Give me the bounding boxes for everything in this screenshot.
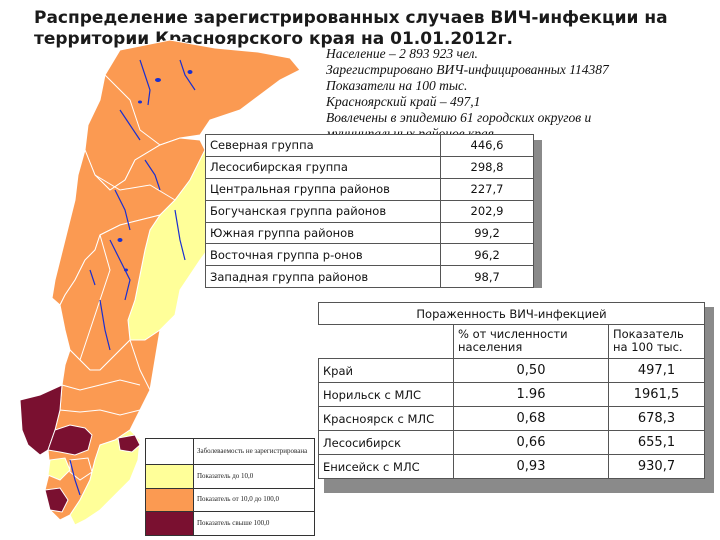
info-line-involved: Вовлечены в эпидемию 61 городских округо… <box>326 110 592 125</box>
city-rate: 655,1 <box>608 430 705 455</box>
cities-table-title: Пораженность ВИЧ-инфекцией <box>318 302 705 325</box>
table-row: Лесосибирская группа 298,8 <box>205 155 534 179</box>
table-row: Южная группа районов 99,2 <box>205 221 534 245</box>
legend-label: Заболеваемость не зарегистрирована <box>197 447 308 455</box>
table-subheader-row: % от численности населения Показатель на… <box>318 324 705 359</box>
city-name: Красноярск с МЛС <box>318 406 454 431</box>
table-row: Край 0,50 497,1 <box>318 358 705 383</box>
city-pct: 0,50 <box>453 358 609 383</box>
group-name: Восточная группа р-онов <box>205 243 441 267</box>
group-value: 298,8 <box>440 155 534 179</box>
legend-item: Показатель свыше 100,0 <box>146 511 314 535</box>
table-row: Красноярск с МЛС 0,68 678,3 <box>318 406 705 431</box>
city-name: Енисейск с МЛС <box>318 454 454 479</box>
info-line-region-rate: Красноярский край – 497,1 <box>326 94 481 109</box>
group-name: Центральная группа районов <box>205 177 441 201</box>
city-rate: 497,1 <box>608 358 705 383</box>
table-row: Западная группа районов 98,7 <box>205 265 534 289</box>
info-line-population: Население – 2 893 923 чел. <box>326 46 478 61</box>
info-block: Население – 2 893 923 чел. Зарегистриров… <box>326 46 718 142</box>
legend-label: Показатель свыше 100,0 <box>197 518 270 527</box>
groups-table: Северная группа 446,6 Лесосибирская групп… <box>205 134 534 289</box>
group-name: Лесосибирская группа <box>205 155 441 179</box>
map-region-south-yellow <box>69 429 141 526</box>
info-line-rates: Показатели на 100 тыс. <box>326 78 468 93</box>
legend-item: Показатель от 10,0 до 100,0 <box>146 487 314 511</box>
table-row: Северная группа 446,6 <box>205 134 534 157</box>
city-pct: 1.96 <box>453 382 609 407</box>
city-pct: 0,93 <box>453 454 609 479</box>
legend-swatch-orange <box>146 488 194 511</box>
legend-item: Заболеваемость не зарегистрирована <box>146 439 314 464</box>
group-value: 98,7 <box>440 265 534 289</box>
city-name: Лесосибирск <box>318 430 454 455</box>
legend-item: Показатель до 10,0 <box>146 464 314 488</box>
city-rate: 1961,5 <box>608 382 705 407</box>
legend-label: Показатель от 10,0 до 100,0 <box>197 495 280 504</box>
map-legend: Заболеваемость не зарегистрирована Показ… <box>145 438 315 536</box>
group-name: Северная группа <box>205 134 441 157</box>
group-value: 446,6 <box>440 134 534 157</box>
legend-swatch-dark <box>146 512 194 535</box>
group-value: 96,2 <box>440 243 534 267</box>
col-rate-header: Показатель на 100 тыс. <box>608 324 705 359</box>
city-name: Край <box>318 358 454 383</box>
table-row: Богучанская группа районов 202,9 <box>205 199 534 223</box>
group-name: Западная группа районов <box>205 265 441 289</box>
page-title: Распределение зарегистрированных случаев… <box>34 8 668 49</box>
city-pct: 0,68 <box>453 406 609 431</box>
table-row: Норильск с МЛС 1.96 1961,5 <box>318 382 705 407</box>
col-pct-header: % от численности населения <box>453 324 609 359</box>
map-region-small-2 <box>47 457 71 481</box>
legend-swatch-none <box>146 439 194 464</box>
map-region-small-3 <box>69 457 93 481</box>
group-value: 202,9 <box>440 199 534 223</box>
legend-label: Показатель до 10,0 <box>197 471 254 480</box>
group-value: 227,7 <box>440 177 534 201</box>
info-line-registered: Зарегистрировано ВИЧ-инфицированных 1143… <box>326 62 609 77</box>
group-value: 99,2 <box>440 221 534 245</box>
table-row: Лесосибирск 0,66 655,1 <box>318 430 705 455</box>
legend-swatch-yellow <box>146 465 194 488</box>
table-row: Центральная группа районов 227,7 <box>205 177 534 201</box>
cities-table: Пораженность ВИЧ-инфекцией % от численно… <box>318 302 705 479</box>
group-name: Богучанская группа районов <box>205 199 441 223</box>
city-rate: 678,3 <box>608 406 705 431</box>
map-region-dark-2 <box>47 424 93 456</box>
map-region-small-1 <box>44 487 69 513</box>
map-region-north <box>84 40 301 191</box>
city-rate: 930,7 <box>608 454 705 479</box>
city-name: Норильск с МЛС <box>318 382 454 407</box>
map-region-dark-3 <box>117 434 141 453</box>
city-pct: 0,66 <box>453 430 609 455</box>
empty-header-cell <box>318 324 454 359</box>
table-row: Восточная группа р-онов 96,2 <box>205 243 534 267</box>
group-name: Южная группа районов <box>205 221 441 245</box>
table-header-row: Пораженность ВИЧ-инфекцией <box>318 302 705 325</box>
krasnoyarsk-map <box>19 40 301 526</box>
table-row: Енисейск с МЛС 0,93 930,7 <box>318 454 705 479</box>
